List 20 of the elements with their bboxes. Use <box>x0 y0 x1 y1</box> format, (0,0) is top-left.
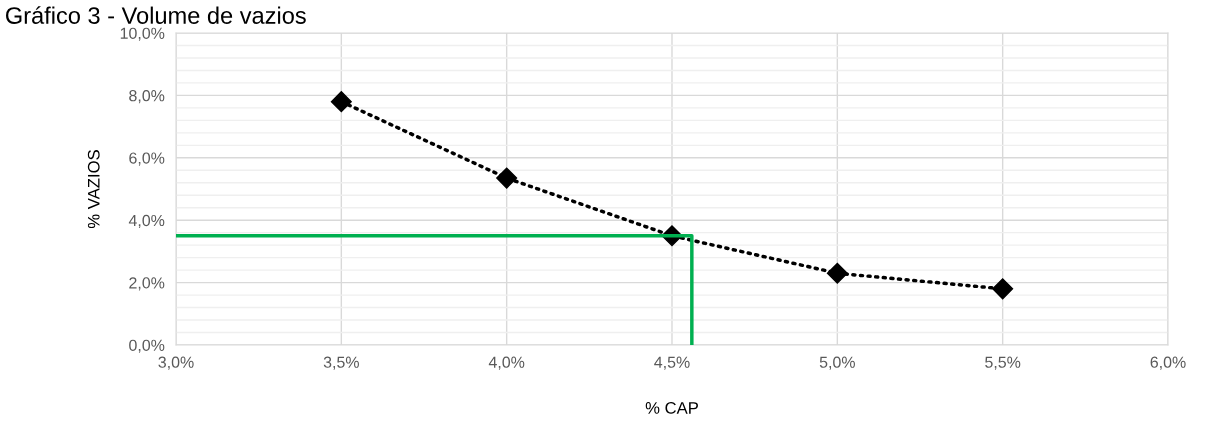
y-tick-label: 0,0% <box>129 339 165 353</box>
chart-title: Gráfico 3 - Volume de vazios <box>6 6 306 24</box>
x-tick-label: 4,5% <box>654 356 690 370</box>
x-tick-label: 3,0% <box>158 356 194 370</box>
x-tick-label: 4,0% <box>488 356 525 370</box>
y-tick-label: 10,0% <box>120 27 165 41</box>
x-tick-label: 3,5% <box>323 356 359 370</box>
point <box>992 278 1014 300</box>
y-tick-label: 6,0% <box>129 152 165 166</box>
y-axis-title: % VAZIOS <box>87 150 100 229</box>
y-tick-label: 2,0% <box>129 277 165 291</box>
y-tick-label: 4,0% <box>128 214 165 229</box>
y-tick-label: 8,0% <box>129 90 165 104</box>
x-tick-label: 5,0% <box>819 356 855 370</box>
x-tick-label: 5,5% <box>985 356 1021 370</box>
point <box>330 91 352 113</box>
point <box>826 262 848 284</box>
x-tick-label: 6,0% <box>1150 356 1186 370</box>
point <box>496 167 518 189</box>
x-axis-title: % CAP <box>645 402 698 414</box>
